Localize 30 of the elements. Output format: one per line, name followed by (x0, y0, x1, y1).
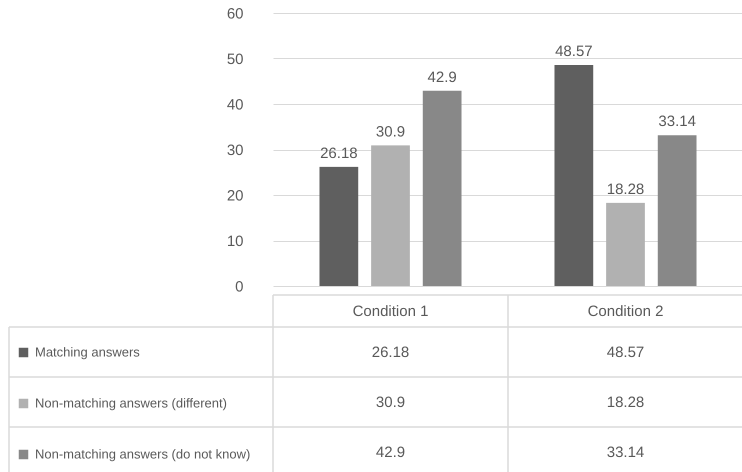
x-tick-label: Condition 2 (588, 303, 664, 320)
text: 42.9 (376, 444, 406, 461)
bar (554, 65, 594, 286)
data-label: 42.9 (428, 68, 457, 86)
y-tick-label: 10 (226, 233, 244, 250)
x-tick-label: Condition 1 (352, 303, 428, 320)
bar (371, 145, 410, 286)
text: 33.14 (606, 444, 644, 461)
y-tick-label: 20 (226, 188, 244, 204)
bar (658, 135, 697, 286)
y-tick-label: 60 (226, 6, 244, 22)
text: 30.9 (376, 394, 406, 411)
bar (422, 90, 462, 286)
text: 48.57 (606, 344, 644, 361)
bar (319, 166, 358, 286)
data-label: 48.57 (555, 43, 593, 60)
data-label: 26.18 (320, 144, 358, 162)
text: 18.28 (606, 394, 644, 411)
data-label: 30.9 (376, 123, 406, 140)
data-label: 33.14 (658, 113, 696, 130)
data-label: 18.28 (606, 180, 644, 198)
legend-label: Non-matching answers (do not know) (35, 446, 250, 462)
legend-label: Non-matching answers (different) (35, 396, 227, 410)
text: 26.18 (372, 344, 410, 361)
y-tick-label: 0 (235, 278, 244, 296)
bar (606, 202, 645, 286)
y-tick-label: 50 (226, 51, 244, 68)
legend-label: Matching answers (35, 344, 140, 360)
y-tick-label: 40 (226, 96, 244, 114)
y-tick-label: 30 (226, 142, 244, 159)
